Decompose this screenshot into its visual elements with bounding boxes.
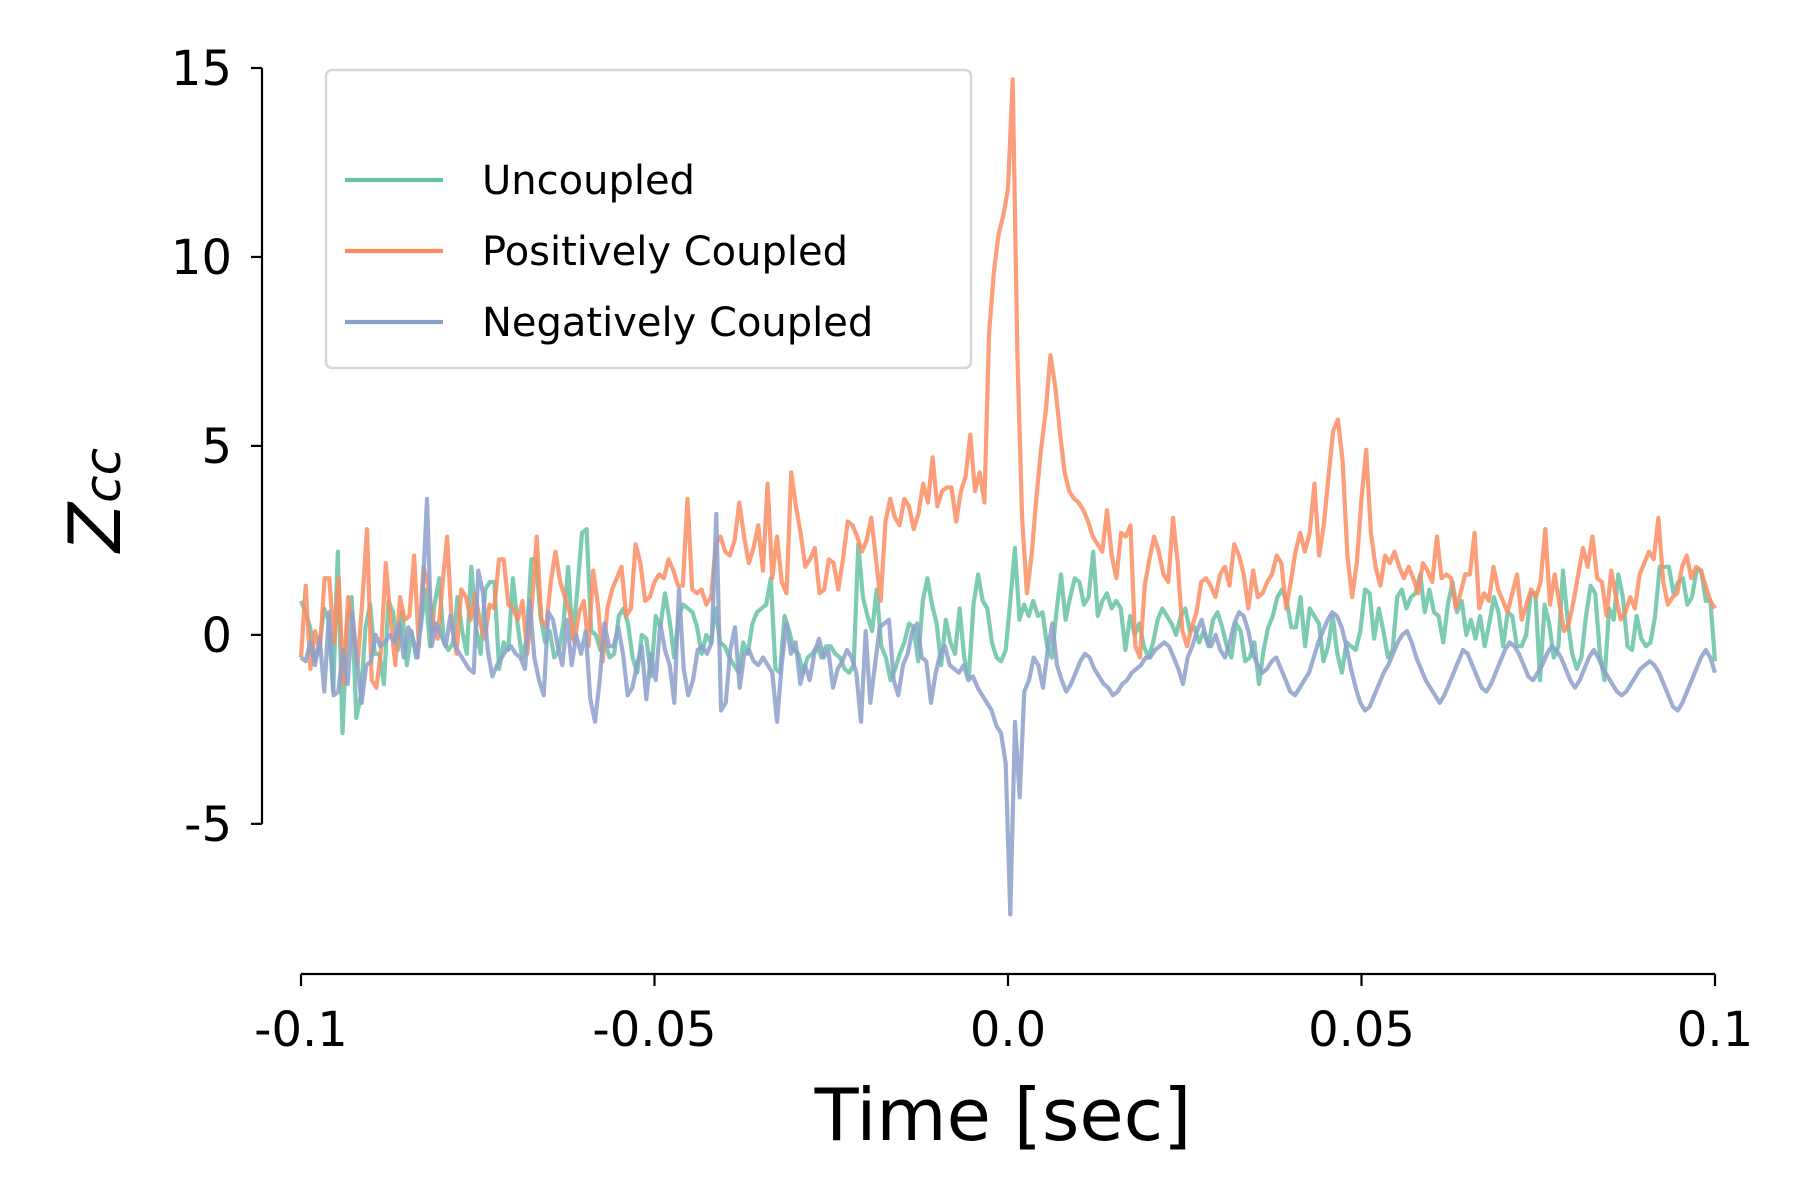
legend-label: Negatively Coupled: [482, 300, 873, 346]
x-tick-label: -0.1: [254, 1002, 348, 1058]
series-layer: [298, 77, 1718, 917]
y-axis-title-subscript: cc: [74, 448, 132, 503]
legend-label: Uncoupled: [482, 158, 695, 204]
x-tick-label: -0.05: [592, 1002, 716, 1058]
axes: 15 10 5 0 -5 -0.1 -0.05 0.0 0.05 0.1: [171, 41, 1753, 1058]
series-line-negatively-coupled: [299, 496, 1718, 917]
series-line-positively-coupled: [298, 77, 1717, 690]
y-axis-title: Zcc: [53, 448, 137, 554]
legend: Uncoupled Positively Coupled Negatively Co…: [324, 68, 973, 370]
y-tick-label: 15: [171, 41, 232, 97]
legend-label: Positively Coupled: [482, 229, 848, 275]
y-axis-title-group: Zcc: [53, 448, 137, 554]
legend-frame: [324, 68, 973, 370]
series-line-uncoupled: [299, 526, 1718, 736]
y-tick-label: 0: [201, 608, 232, 664]
x-axis-title: Time [sec]: [814, 1073, 1192, 1157]
x-tick-label: 0.0: [970, 1002, 1046, 1058]
y-tick-label: 5: [201, 419, 232, 475]
x-tick-label: 0.05: [1308, 1002, 1415, 1058]
y-axis-title-main: Z: [53, 501, 137, 554]
y-tick-label: 10: [171, 230, 232, 286]
y-tick-label: -5: [184, 797, 232, 853]
x-tick-label: 0.1: [1677, 1002, 1753, 1058]
